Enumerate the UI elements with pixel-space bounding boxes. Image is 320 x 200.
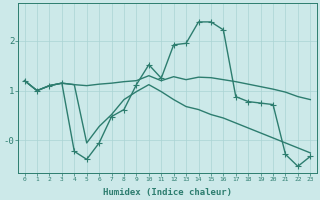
X-axis label: Humidex (Indice chaleur): Humidex (Indice chaleur) — [103, 188, 232, 197]
